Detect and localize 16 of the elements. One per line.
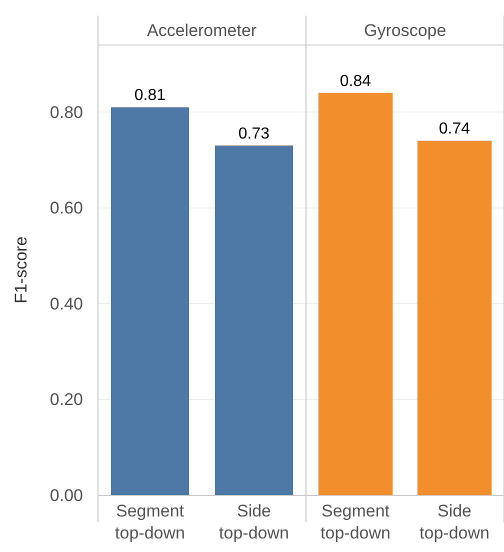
x-tick-label: Segment top-down [115, 501, 185, 542]
x-tick-label: Side top-down [219, 501, 289, 542]
data-label: 0.74 [438, 120, 470, 138]
y-tick-label: 0.00 [50, 486, 83, 505]
chart-title: Gyroscope [364, 21, 446, 40]
chart-title: Accelerometer [147, 21, 257, 40]
y-tick-label: 0.40 [50, 294, 83, 314]
x-tick-label: Segment top-down [320, 501, 390, 542]
x-tick-label: Side top-down [420, 501, 490, 542]
data-label: 0.84 [340, 72, 372, 90]
y-tick-label: 0.60 [50, 198, 83, 218]
y-tick-label: 0.20 [50, 390, 83, 410]
data-label: 0.81 [134, 87, 166, 104]
data-label: 0.73 [238, 126, 270, 143]
y-axis-title: F1-score [11, 236, 30, 304]
y-tick-label: 0.80 [50, 102, 83, 122]
